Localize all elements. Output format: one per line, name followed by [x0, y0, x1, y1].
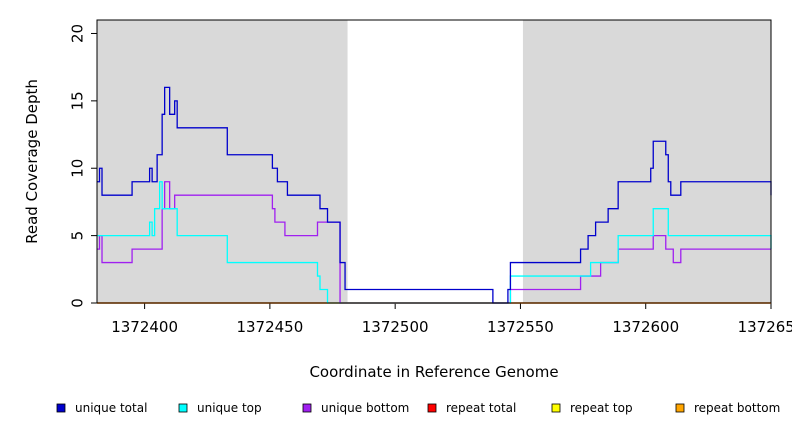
legend-item-unique-bottom: unique bottom	[302, 401, 409, 415]
legend-label: unique bottom	[321, 401, 409, 415]
legend-label: unique top	[197, 401, 262, 415]
tick-marks	[91, 32, 772, 309]
legend-item-repeat-bottom: repeat bottom	[675, 401, 780, 415]
x-tick-label: 1372600	[612, 318, 679, 336]
legend-item-unique-top: unique top	[178, 401, 262, 415]
y-tick-label: 5	[68, 231, 86, 241]
legend-swatch	[178, 403, 188, 413]
y-tick-label: 10	[68, 159, 86, 178]
y-tick-labels: 0 5 10 15 20	[68, 24, 86, 308]
x-tick-labels: 1372400 1372450 1372500 1372550 1372600 13726…	[111, 318, 792, 336]
legend-swatch	[675, 403, 685, 413]
legend-label: repeat bottom	[694, 401, 780, 415]
x-tick-label: 1372400	[111, 318, 178, 336]
legend-swatch	[56, 403, 66, 413]
x-axis-label: Coordinate in Reference Genome	[309, 363, 558, 381]
series-line-unique-total	[97, 86, 772, 304]
legend-swatch	[427, 403, 437, 413]
y-axis-label: Read Coverage Depth	[23, 79, 41, 244]
legend-label: repeat total	[446, 401, 516, 415]
x-tick-label: 1372450	[236, 318, 303, 336]
x-tick-label: 1372500	[362, 318, 429, 336]
legend-label: repeat top	[570, 401, 633, 415]
legend-label: unique total	[75, 401, 147, 415]
legend-item-repeat-total: repeat total	[427, 401, 516, 415]
shaded-regions	[97, 20, 771, 303]
y-tick-label: 15	[68, 91, 86, 110]
legend: unique total unique top unique bottom repea…	[56, 401, 780, 415]
series-line-unique-top	[97, 181, 772, 304]
y-tick-label: 20	[68, 24, 86, 43]
legend-swatch	[551, 403, 561, 413]
y-tick-label: 0	[68, 298, 86, 308]
legend-item-unique-total: unique total	[56, 401, 147, 415]
shaded-region-2	[522, 20, 771, 303]
plot-frame	[96, 19, 772, 304]
x-tick-label: 1372550	[487, 318, 554, 336]
legend-item-repeat-top: repeat top	[551, 401, 633, 415]
shaded-region-1	[97, 20, 348, 303]
legend-swatch	[302, 403, 312, 413]
